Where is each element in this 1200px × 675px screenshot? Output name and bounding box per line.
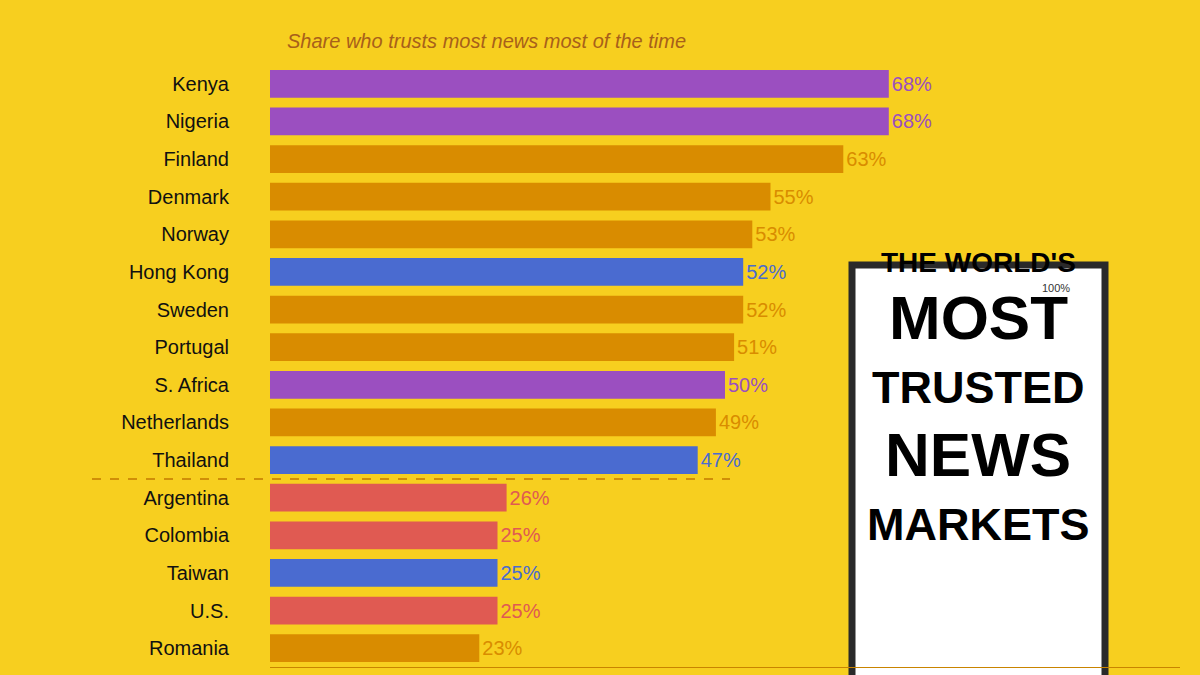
svg-text:Finland: Finland xyxy=(163,148,229,170)
svg-text:100%: 100% xyxy=(1042,282,1070,294)
svg-text:Hong Kong: Hong Kong xyxy=(129,261,229,283)
svg-text:52%: 52% xyxy=(746,261,786,283)
svg-text:63%: 63% xyxy=(846,148,886,170)
svg-text:68%: 68% xyxy=(892,110,932,132)
svg-text:Colombia: Colombia xyxy=(145,524,230,546)
svg-text:53%: 53% xyxy=(755,223,795,245)
svg-text:MARKETS: MARKETS xyxy=(867,499,1090,550)
svg-text:50%: 50% xyxy=(728,374,768,396)
svg-text:52%: 52% xyxy=(746,299,786,321)
svg-text:Nigeria: Nigeria xyxy=(166,110,230,132)
svg-text:Romania: Romania xyxy=(149,637,230,659)
svg-text:25%: 25% xyxy=(501,562,541,584)
svg-text:49%: 49% xyxy=(719,411,759,433)
svg-text:25%: 25% xyxy=(501,524,541,546)
svg-text:Portugal: Portugal xyxy=(155,336,230,358)
svg-text:Norway: Norway xyxy=(161,223,229,245)
svg-text:Argentina: Argentina xyxy=(143,487,229,509)
svg-text:Sweden: Sweden xyxy=(157,299,229,321)
svg-text:55%: 55% xyxy=(774,186,814,208)
svg-text:Denmark: Denmark xyxy=(148,186,230,208)
svg-text:Netherlands: Netherlands xyxy=(121,411,229,433)
svg-text:23%: 23% xyxy=(482,637,522,659)
svg-text:Taiwan: Taiwan xyxy=(167,562,229,584)
svg-text:Thailand: Thailand xyxy=(152,449,229,471)
svg-text:51%: 51% xyxy=(737,336,777,358)
svg-text:Share who trusts most news mos: Share who trusts most news most of the t… xyxy=(287,30,686,52)
svg-text:MOST: MOST xyxy=(889,283,1068,352)
svg-text:25%: 25% xyxy=(501,600,541,622)
svg-text:47%: 47% xyxy=(701,449,741,471)
svg-text:26%: 26% xyxy=(510,487,550,509)
svg-text:S. Africa: S. Africa xyxy=(155,374,230,396)
svg-text:THE WORLD'S: THE WORLD'S xyxy=(881,247,1076,278)
svg-text:U.S.: U.S. xyxy=(190,600,229,622)
svg-text:TRUSTED: TRUSTED xyxy=(872,362,1085,413)
svg-text:68%: 68% xyxy=(892,73,932,95)
svg-text:Kenya: Kenya xyxy=(172,73,230,95)
svg-text:NEWS: NEWS xyxy=(885,420,1071,489)
